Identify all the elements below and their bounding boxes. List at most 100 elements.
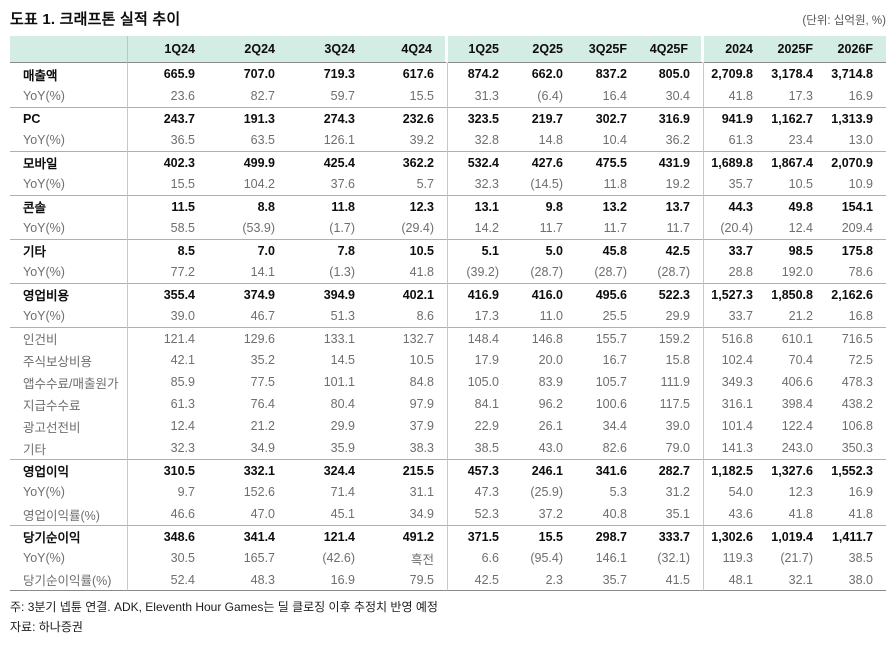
value-cell: 333.7: [640, 525, 704, 547]
value-cell: 532.4: [448, 151, 512, 173]
value-cell: 1,552.3: [826, 459, 886, 481]
row-label: YoY(%): [10, 85, 128, 107]
value-cell: 874.2: [467, 67, 499, 81]
value-cell: 152.6: [243, 485, 275, 499]
value-cell: 117.5: [640, 393, 704, 415]
value-cell: 15.5: [368, 85, 448, 107]
value-cell: 155.7: [576, 327, 640, 349]
value-cell: 11.8: [288, 195, 368, 217]
row-label: 광고선전비: [10, 415, 128, 437]
value-cell: (28.7): [594, 265, 627, 279]
value-cell: (1.7): [329, 221, 355, 235]
value-cell: 941.9: [704, 107, 766, 129]
value-cell: 41.8: [848, 507, 873, 521]
value-cell: (14.5): [530, 177, 563, 191]
value-cell: 192.0: [781, 265, 813, 279]
value-cell: 84.8: [368, 371, 448, 393]
value-cell: 33.7: [728, 309, 753, 323]
value-cell: 105.0: [467, 375, 499, 389]
row-label: 영업이익: [10, 459, 128, 481]
value-cell: 23.4: [788, 133, 813, 147]
value-cell: 15.5: [512, 525, 576, 547]
table-row: YoY(%) 77.2 14.1 (1.3) 41.8 (39.2) (28.7) (28.7…: [10, 261, 886, 283]
table-row: YoY(%) 58.5 (53.9) (1.7) (29.4) 14.2 11.7 11.7 1…: [10, 217, 886, 239]
table-header-bar: 도표 1. 크래프톤 실적 추이 (단위: 십억원, %): [10, 8, 886, 29]
row-label: 기타: [10, 239, 128, 261]
footnote: 주: 3분기 넵튠 연결. ADK, Eleventh Hour Games는 …: [10, 600, 438, 614]
value-cell: (29.4): [368, 217, 448, 239]
value-cell: 77.5: [250, 375, 275, 389]
header-cell: 1Q25: [448, 36, 512, 63]
value-cell: 25.5: [602, 309, 627, 323]
value-cell: 355.4: [128, 283, 208, 305]
value-cell: 5.0: [512, 239, 576, 261]
value-cell: 154.1: [826, 195, 886, 217]
value-cell: 98.5: [766, 239, 826, 261]
header-cell: 2024: [704, 36, 766, 63]
value-cell: 17.9: [474, 353, 499, 367]
value-cell: 80.4: [330, 397, 355, 411]
value-cell: 37.6: [330, 177, 355, 191]
header-cell: 2Q25: [512, 36, 576, 63]
value-cell: 478.3: [841, 375, 873, 389]
table-row: 주식보상비용 42.1 35.2 14.5 10.5 17.9 20.0 16.7 15.8 10…: [10, 349, 886, 371]
header-cell-label: [10, 36, 128, 63]
value-cell: 1,527.3: [704, 283, 766, 305]
value-cell: 707.0: [243, 67, 275, 81]
value-cell: 36.2: [640, 129, 704, 151]
row-label: 인건비: [10, 327, 128, 349]
row-label: YoY(%): [10, 217, 128, 239]
header-cell: 2025F: [766, 36, 826, 63]
value-cell: 2,162.6: [826, 283, 886, 305]
table-row: 영업이익률(%) 46.6 47.0 45.1 34.9 52.3 37.2 40.8 35.1…: [10, 503, 886, 525]
value-cell: 37.9: [368, 415, 448, 437]
value-cell: 43.6: [728, 507, 753, 521]
value-cell: 522.3: [640, 283, 704, 305]
row-label: PC: [10, 107, 128, 129]
header-cell: 4Q25F: [640, 36, 704, 63]
value-cell: 121.4: [128, 327, 208, 349]
value-cell: 1,313.9: [826, 107, 886, 129]
value-cell: 133.1: [288, 327, 368, 349]
value-cell: 350.3: [841, 441, 873, 455]
value-cell: 438.2: [841, 397, 873, 411]
value-cell: 101.4: [721, 419, 753, 433]
value-cell: 35.7: [576, 569, 640, 591]
row-label: 당기순이익: [10, 525, 128, 547]
value-cell: 402.1: [368, 283, 448, 305]
value-cell: (6.4): [537, 89, 563, 103]
value-cell: 31.3: [474, 89, 499, 103]
value-cell: (28.7): [530, 265, 563, 279]
value-cell: 20.0: [538, 353, 563, 367]
value-cell: 7.8: [288, 239, 368, 261]
value-cell: 42.1: [170, 353, 195, 367]
value-cell: 11.7: [640, 217, 704, 239]
row-label: YoY(%): [10, 173, 128, 195]
value-cell: 32.3: [170, 441, 195, 455]
value-cell: (1.3): [329, 265, 355, 279]
value-cell: 30.5: [170, 551, 195, 565]
value-cell: 13.7: [640, 195, 704, 217]
value-cell: 716.5: [826, 327, 886, 349]
value-cell: 45.8: [576, 239, 640, 261]
value-cell: 36.5: [170, 133, 195, 147]
row-label: 앱수수료/매출원가: [10, 371, 128, 393]
value-cell: 102.4: [721, 353, 753, 367]
value-cell: 37.2: [538, 507, 563, 521]
row-label: 영업이익률(%): [10, 503, 128, 525]
value-cell: 39.0: [640, 415, 704, 437]
value-cell: 35.2: [250, 353, 275, 367]
financial-table: 1Q24 2Q24 3Q24 4Q24 1Q25 2Q25 3Q25F 4Q25F 2024 20…: [10, 36, 886, 591]
value-cell: 491.2: [368, 525, 448, 547]
value-cell: 61.3: [728, 133, 753, 147]
value-cell: 29.9: [640, 305, 704, 327]
value-cell: 76.4: [250, 397, 275, 411]
value-cell: 82.6: [602, 441, 627, 455]
value-cell: 1,182.5: [704, 459, 766, 481]
value-cell: 159.2: [640, 327, 704, 349]
value-cell: 1,019.4: [766, 525, 826, 547]
table-row: 매출액 665.9 707.0 719.3 617.6 874.2 662.0 837.2 80…: [10, 63, 886, 85]
table-row: YoY(%) 30.5 165.7 (42.6) 흑전 6.6 (95.4) 146.1 (32…: [10, 547, 886, 569]
value-cell: 219.7: [512, 107, 576, 129]
value-cell: 84.1: [474, 397, 499, 411]
